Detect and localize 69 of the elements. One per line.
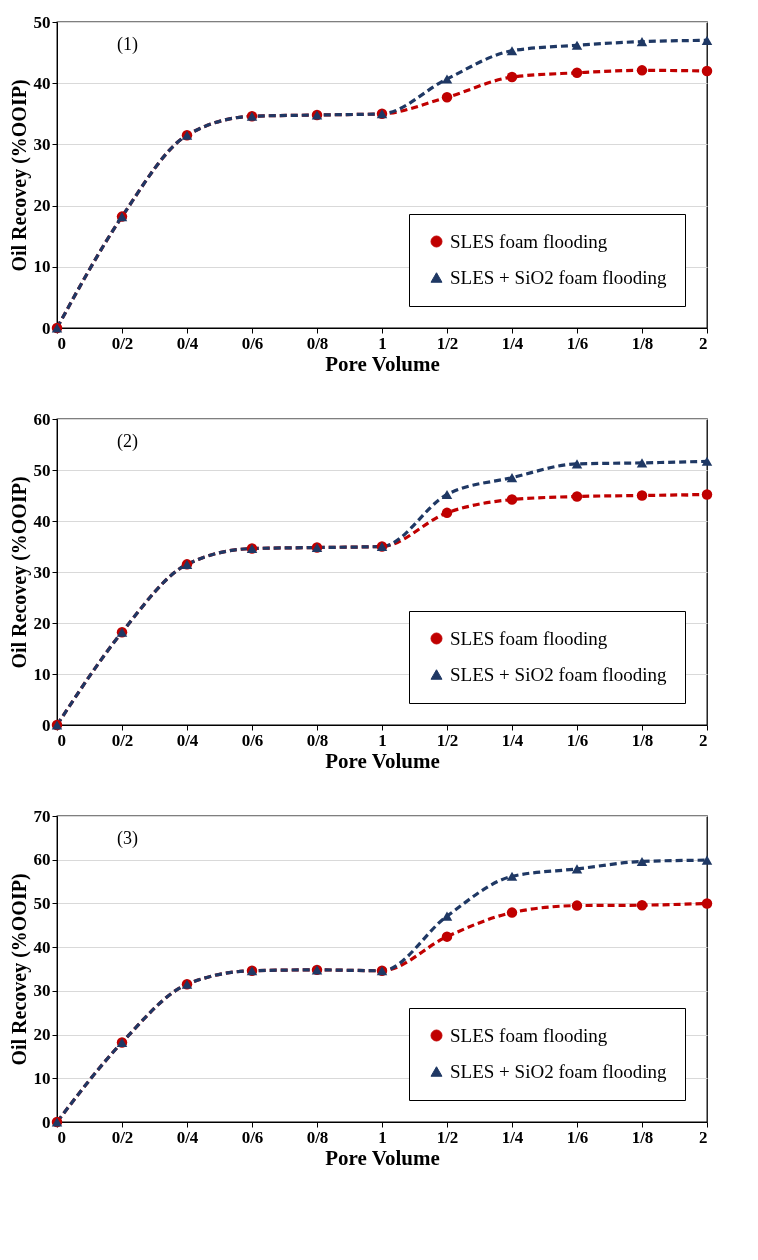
- y-axis-title: Oil Recovey (%OOIP): [7, 79, 31, 272]
- x-axis-title: Pore Volume: [325, 351, 440, 376]
- x-tick-label: 0/8: [306, 333, 329, 353]
- y-tick-label: 10: [33, 257, 51, 277]
- x-tick-label: 0/4: [176, 1127, 199, 1147]
- x-tick-label: 0/2: [111, 333, 134, 353]
- annotation: (3): [117, 828, 138, 849]
- x-tick-label: 1/4: [501, 333, 524, 353]
- x-tick-label: 1/2: [436, 333, 459, 353]
- legend-label: SLES + SiO2 foam flooding: [450, 663, 668, 685]
- x-tick-label: 1: [378, 730, 387, 750]
- y-tick-label: 0: [42, 1112, 51, 1132]
- x-tick-label: 0/6: [241, 333, 264, 353]
- x-tick-label: 1: [378, 333, 387, 353]
- y-axis-title: Oil Recovey (%OOIP): [7, 476, 31, 669]
- y-tick-label: 60: [33, 850, 51, 870]
- x-tick-label: 1/2: [436, 1127, 459, 1147]
- x-tick-label: 0/8: [306, 730, 329, 750]
- x-axis-title: Pore Volume: [325, 1145, 440, 1170]
- x-tick-label: 1/4: [501, 730, 524, 750]
- x-tick-label: 1/6: [566, 333, 589, 353]
- x-tick-label: 0: [57, 730, 66, 750]
- y-tick-label: 10: [33, 1068, 51, 1088]
- legend-label: SLES + SiO2 foam flooding: [450, 1060, 668, 1082]
- y-axis-title: Oil Recovey (%OOIP): [7, 873, 31, 1066]
- legend-label: SLES foam flooding: [450, 230, 608, 252]
- x-tick-label: 0/6: [241, 1127, 264, 1147]
- x-tick-label: 1/6: [566, 1127, 589, 1147]
- y-tick-label: 40: [33, 73, 51, 93]
- y-tick-label: 50: [33, 460, 51, 480]
- x-axis-title: Pore Volume: [325, 748, 440, 773]
- x-tick-label: 1: [378, 1127, 387, 1147]
- legend-label: SLES foam flooding: [450, 627, 608, 649]
- y-tick-label: 30: [33, 981, 51, 1001]
- y-tick-label: 30: [33, 562, 51, 582]
- y-tick-label: 30: [33, 134, 51, 154]
- y-tick-label: 70: [33, 806, 51, 826]
- x-tick-label: 2: [699, 730, 708, 750]
- y-tick-label: 20: [33, 196, 51, 216]
- y-tick-label: 10: [33, 664, 51, 684]
- x-tick-label: 0/8: [306, 1127, 329, 1147]
- annotation: (1): [117, 34, 138, 55]
- x-tick-label: 0/6: [241, 730, 264, 750]
- y-tick-label: 50: [33, 893, 51, 913]
- x-tick-label: 1/8: [631, 333, 654, 353]
- y-tick-label: 40: [33, 937, 51, 957]
- x-tick-label: 0/2: [111, 730, 134, 750]
- y-tick-label: 0: [42, 715, 51, 735]
- x-tick-label: 1/4: [501, 1127, 524, 1147]
- x-tick-label: 1/6: [566, 730, 589, 750]
- annotation: (2): [117, 431, 138, 452]
- x-tick-label: 0: [57, 333, 66, 353]
- x-tick-label: 1/8: [631, 730, 654, 750]
- y-tick-label: 50: [33, 12, 51, 32]
- legend-label: SLES + SiO2 foam flooding: [450, 266, 668, 288]
- x-tick-label: 2: [699, 333, 708, 353]
- x-tick-label: 0/4: [176, 730, 199, 750]
- y-tick-label: 40: [33, 511, 51, 531]
- x-tick-label: 0: [57, 1127, 66, 1147]
- x-tick-label: 0/2: [111, 1127, 134, 1147]
- y-tick-label: 20: [33, 613, 51, 633]
- x-tick-label: 0/4: [176, 333, 199, 353]
- legend-label: SLES foam flooding: [450, 1024, 608, 1046]
- x-tick-label: 1/8: [631, 1127, 654, 1147]
- y-tick-label: 0: [42, 318, 51, 338]
- x-tick-label: 1/2: [436, 730, 459, 750]
- y-tick-label: 60: [33, 409, 51, 429]
- y-tick-label: 20: [33, 1025, 51, 1045]
- x-tick-label: 2: [699, 1127, 708, 1147]
